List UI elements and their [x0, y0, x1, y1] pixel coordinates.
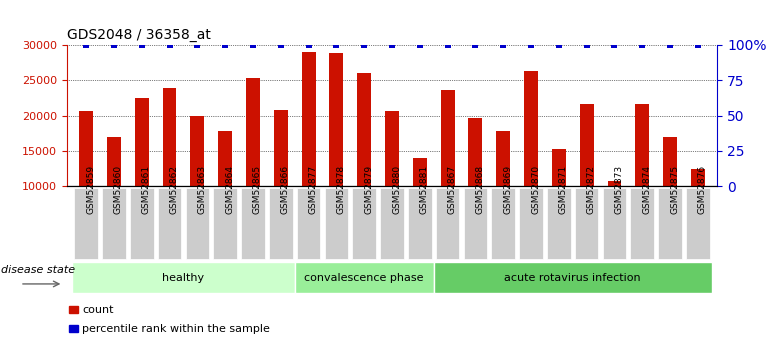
Text: GSM52873: GSM52873 [615, 165, 623, 214]
Bar [162, 88, 176, 257]
FancyBboxPatch shape [102, 188, 125, 259]
FancyBboxPatch shape [295, 262, 434, 293]
Text: GSM52861: GSM52861 [142, 165, 151, 214]
FancyBboxPatch shape [74, 188, 98, 259]
Bar [218, 131, 232, 257]
Text: GSM52878: GSM52878 [336, 165, 346, 214]
FancyBboxPatch shape [519, 188, 543, 259]
Bar [691, 169, 705, 257]
FancyBboxPatch shape [186, 188, 209, 259]
Text: GSM52881: GSM52881 [419, 165, 429, 214]
Bar [385, 111, 399, 257]
FancyBboxPatch shape [686, 188, 710, 259]
FancyBboxPatch shape [463, 188, 487, 259]
Bar [663, 137, 677, 257]
Text: acute rotavirus infection: acute rotavirus infection [504, 273, 641, 283]
Bar [524, 71, 538, 257]
Text: GSM52870: GSM52870 [531, 165, 540, 214]
Text: healthy: healthy [162, 273, 205, 283]
Text: disease state: disease state [2, 265, 75, 275]
Text: convalescence phase: convalescence phase [304, 273, 424, 283]
FancyBboxPatch shape [130, 188, 154, 259]
FancyBboxPatch shape [158, 188, 181, 259]
Bar [191, 116, 205, 257]
Bar [441, 90, 455, 257]
FancyBboxPatch shape [436, 188, 459, 259]
Text: GSM52874: GSM52874 [642, 165, 652, 214]
Bar [68, 306, 78, 313]
FancyBboxPatch shape [72, 262, 295, 293]
Text: GSM52877: GSM52877 [309, 165, 318, 214]
Text: GSM52869: GSM52869 [503, 165, 512, 214]
FancyBboxPatch shape [630, 188, 654, 259]
FancyBboxPatch shape [492, 188, 515, 259]
Text: GSM52880: GSM52880 [392, 165, 401, 214]
Bar [635, 104, 649, 257]
Bar [496, 131, 510, 257]
Bar [135, 98, 149, 257]
FancyBboxPatch shape [241, 188, 265, 259]
Text: count: count [82, 305, 114, 315]
Text: GSM52862: GSM52862 [169, 165, 179, 214]
Text: GSM52866: GSM52866 [281, 165, 290, 214]
FancyBboxPatch shape [575, 188, 598, 259]
FancyBboxPatch shape [380, 188, 404, 259]
Text: GSM52859: GSM52859 [86, 165, 95, 214]
Text: GSM52860: GSM52860 [114, 165, 123, 214]
Text: GSM52864: GSM52864 [225, 165, 234, 214]
Text: percentile rank within the sample: percentile rank within the sample [82, 324, 270, 334]
Text: GSM52867: GSM52867 [448, 165, 456, 214]
Bar [552, 149, 566, 257]
Bar [329, 53, 343, 257]
Bar [579, 104, 593, 257]
Text: GDS2048 / 36358_at: GDS2048 / 36358_at [67, 28, 211, 42]
FancyBboxPatch shape [547, 188, 571, 259]
Bar [107, 137, 121, 257]
Bar [68, 325, 78, 332]
FancyBboxPatch shape [434, 262, 712, 293]
Bar [608, 181, 622, 257]
FancyBboxPatch shape [659, 188, 682, 259]
FancyBboxPatch shape [213, 188, 237, 259]
Text: GSM52875: GSM52875 [670, 165, 679, 214]
FancyBboxPatch shape [269, 188, 292, 259]
FancyBboxPatch shape [603, 188, 626, 259]
Bar [358, 73, 371, 257]
Bar [469, 118, 482, 257]
Bar [246, 78, 260, 257]
FancyBboxPatch shape [297, 188, 321, 259]
Bar [274, 110, 288, 257]
FancyBboxPatch shape [352, 188, 376, 259]
Bar [413, 158, 426, 257]
Text: GSM52879: GSM52879 [365, 165, 373, 214]
Text: GSM52865: GSM52865 [253, 165, 262, 214]
Bar [302, 52, 315, 257]
Text: GSM52871: GSM52871 [559, 165, 568, 214]
FancyBboxPatch shape [408, 188, 432, 259]
Text: GSM52863: GSM52863 [198, 165, 206, 214]
Bar [79, 111, 93, 257]
Text: GSM52868: GSM52868 [475, 165, 485, 214]
Text: GSM52872: GSM52872 [586, 165, 596, 214]
Text: GSM52876: GSM52876 [698, 165, 707, 214]
FancyBboxPatch shape [325, 188, 348, 259]
